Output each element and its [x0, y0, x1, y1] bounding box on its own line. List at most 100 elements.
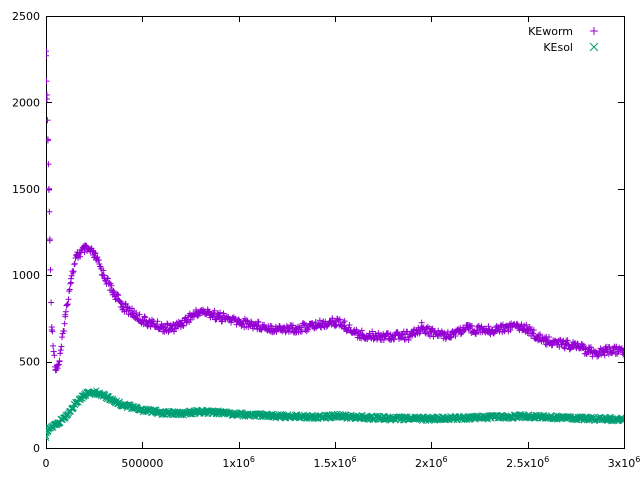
data-point	[61, 413, 69, 421]
data-point	[46, 137, 51, 144]
data-point	[422, 329, 429, 336]
data-point	[568, 344, 575, 351]
data-point	[216, 409, 223, 416]
data-point	[211, 307, 218, 314]
data-point	[168, 325, 175, 332]
data-point	[312, 322, 319, 329]
data-point	[523, 321, 530, 328]
data-point	[563, 339, 570, 346]
data-point	[54, 420, 61, 428]
data-point	[255, 319, 262, 326]
data-point	[409, 332, 416, 339]
data-point	[56, 358, 63, 365]
data-point	[335, 317, 342, 324]
data-point	[210, 313, 217, 320]
data-point	[92, 250, 99, 257]
data-point	[581, 342, 588, 349]
data-point	[305, 326, 312, 333]
data-point	[87, 248, 94, 255]
data-point	[620, 351, 624, 358]
data-point	[370, 332, 377, 339]
data-point	[187, 313, 194, 320]
data-point	[358, 327, 365, 334]
data-point	[426, 332, 433, 339]
data-point	[177, 410, 185, 417]
data-point	[122, 300, 129, 307]
data-point	[592, 349, 599, 356]
data-point	[177, 320, 184, 327]
data-point	[594, 353, 601, 360]
data-point	[48, 324, 55, 331]
data-point	[164, 321, 171, 328]
data-point	[243, 317, 250, 324]
data-point	[71, 260, 78, 267]
data-point	[384, 330, 391, 337]
data-point	[418, 324, 425, 331]
data-point	[65, 296, 72, 303]
data-point	[351, 329, 358, 336]
data-point	[81, 246, 88, 253]
data-point	[46, 237, 53, 244]
data-point	[46, 161, 52, 168]
data-point	[146, 317, 153, 324]
data-point	[228, 319, 235, 326]
y-tick-label: 1000	[12, 269, 40, 282]
legend-label-kesol: KEsol	[543, 41, 573, 54]
data-point	[73, 253, 80, 260]
data-point	[437, 331, 444, 338]
data-point	[119, 401, 127, 409]
data-point	[46, 432, 50, 440]
data-point	[100, 267, 107, 274]
data-point	[530, 327, 537, 334]
data-point	[114, 291, 121, 298]
data-point	[70, 268, 77, 275]
legend: KEworm KEsol	[528, 25, 599, 54]
series-kesol	[46, 387, 624, 442]
data-point	[274, 325, 281, 332]
data-point	[582, 346, 589, 353]
data-point	[64, 301, 71, 308]
data-point	[318, 324, 325, 331]
data-point	[154, 318, 161, 325]
data-point	[209, 313, 216, 320]
data-point	[417, 328, 424, 335]
data-point	[59, 334, 66, 341]
data-point	[46, 208, 53, 215]
data-point	[309, 320, 316, 327]
data-point	[316, 317, 323, 324]
legend-marker-keworm	[590, 27, 598, 35]
data-point	[66, 288, 73, 295]
data-point	[524, 325, 531, 332]
data-point	[57, 350, 64, 357]
data-point	[144, 323, 151, 330]
data-point	[61, 320, 68, 327]
data-point	[582, 415, 589, 422]
data-point	[142, 314, 149, 321]
data-point	[81, 392, 88, 400]
data-point	[389, 415, 397, 422]
x-tick-label: 2.5x106	[506, 455, 549, 470]
data-point	[55, 361, 62, 368]
data-point	[164, 320, 171, 327]
data-point	[158, 409, 165, 416]
data-point	[62, 313, 69, 320]
data-point	[606, 344, 613, 351]
data-point	[110, 397, 117, 404]
data-point	[537, 331, 544, 338]
data-point	[253, 323, 260, 330]
data-point	[266, 327, 273, 334]
data-point	[620, 416, 624, 423]
data-point	[563, 341, 570, 348]
data-point	[68, 275, 75, 282]
data-point	[138, 406, 146, 414]
data-point	[621, 347, 624, 354]
data-point	[564, 337, 571, 344]
data-point	[58, 343, 65, 350]
data-point	[389, 332, 396, 339]
data-point	[141, 313, 148, 320]
plot-frame	[46, 16, 625, 449]
data-point	[235, 318, 242, 325]
data-point	[350, 413, 358, 421]
data-point	[466, 325, 473, 332]
x-tick-label: 2x106	[415, 455, 448, 470]
